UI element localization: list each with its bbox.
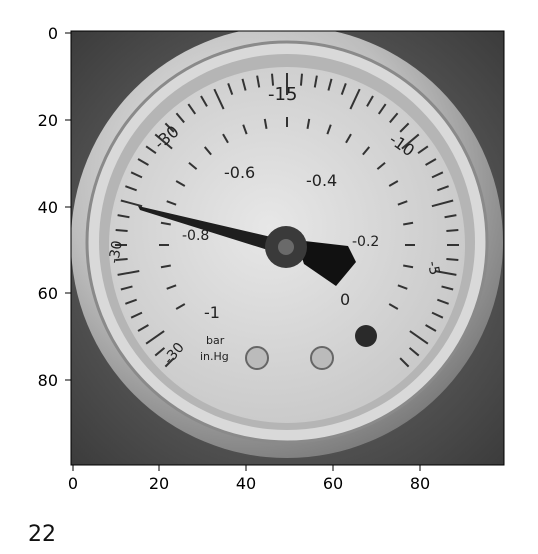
y-tick-label: 40 (38, 198, 58, 217)
dial-screw (246, 347, 268, 369)
dial-tick (446, 230, 458, 231)
gauge-unit: in.Hg (200, 350, 229, 363)
y-tick-label: 0 (48, 24, 58, 43)
dial-tick (301, 74, 302, 86)
y-tick-label: 80 (38, 371, 58, 390)
gauge-label: -5 (424, 260, 442, 277)
gauge-label: -1 (204, 303, 220, 322)
gauge-label: -0.6 (224, 163, 255, 182)
dial-tick (446, 259, 458, 260)
x-tick-label: 60 (323, 474, 343, 493)
gauge-unit: bar (206, 334, 225, 347)
y-axis (65, 33, 71, 380)
photo: -15 -30 -10 -5 0 -0.6 -0.4 -0.8 -0.2 -1 … (71, 26, 504, 465)
x-tick-label: 0 (68, 474, 78, 493)
x-tick-label: 40 (236, 474, 256, 493)
y-tick-label: 60 (38, 284, 58, 303)
dial-screw (311, 347, 333, 369)
x-axis (73, 465, 420, 471)
gauge-label: -0.4 (306, 171, 337, 190)
x-tick-label: 20 (149, 474, 169, 493)
x-tick-label: 80 (410, 474, 430, 493)
gauge-label: -15 (268, 84, 297, 105)
caption: 22 (28, 522, 56, 547)
dial-tick (116, 230, 128, 231)
y-tick-label: 20 (38, 111, 58, 130)
y-tick-labels: 0 20 40 60 80 (38, 24, 58, 390)
x-tick-labels: 0 20 40 60 80 (68, 474, 430, 493)
dial-stop-pin (355, 325, 377, 347)
gauge-label: 0 (340, 290, 350, 309)
gauge-label: -0.2 (352, 234, 379, 250)
